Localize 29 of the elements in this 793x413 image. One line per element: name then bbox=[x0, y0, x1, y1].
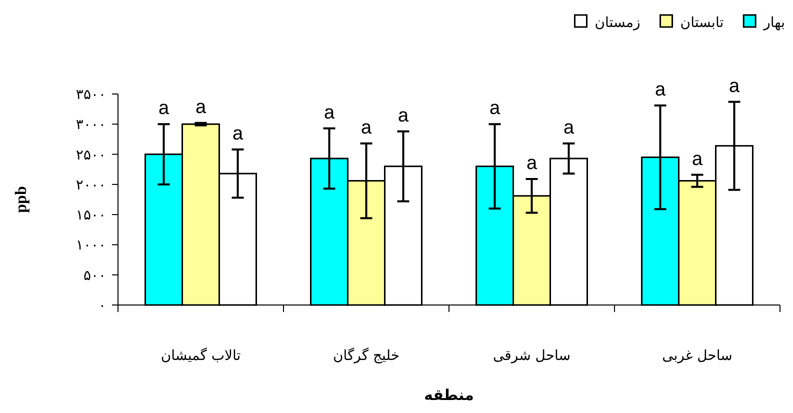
x-tick-label: تالاب گمیشان bbox=[160, 347, 241, 364]
x-axis-title: منطقه bbox=[424, 386, 474, 404]
x-tick-label: خلیج گرگان bbox=[332, 347, 400, 364]
data-label: a bbox=[232, 123, 244, 144]
y-tick-label: ۳۵۰۰ bbox=[76, 87, 106, 103]
data-label: a bbox=[360, 117, 372, 138]
data-label: a bbox=[692, 148, 703, 170]
y-tick-label: ۲۵۰۰ bbox=[76, 147, 106, 164]
y-tick-label: ۲۰۰۰ bbox=[76, 177, 106, 194]
data-label: a bbox=[398, 105, 409, 126]
y-tick-label: ۳۰۰۰ bbox=[76, 117, 106, 134]
data-label: a bbox=[489, 98, 500, 120]
y-tick-label: ۰ bbox=[98, 298, 106, 314]
y-tick-label: ۱۵۰۰ bbox=[76, 208, 106, 224]
data-label: a bbox=[728, 76, 740, 97]
data-label: a bbox=[324, 102, 335, 124]
legend-label: زمستان bbox=[594, 15, 640, 31]
y-axis-title: ppb bbox=[13, 186, 30, 213]
data-label: a bbox=[158, 98, 170, 120]
legend-label: بهار bbox=[762, 15, 785, 31]
x-tick-label: ساحل غربی bbox=[662, 348, 732, 364]
data-label: a bbox=[654, 79, 666, 100]
y-tick-label: ۵۰۰ bbox=[83, 268, 106, 284]
data-label: a bbox=[526, 153, 538, 174]
x-tick-label: ساحل شرقی bbox=[492, 348, 571, 364]
data-label: a bbox=[563, 117, 574, 138]
legend-label: تابستان bbox=[680, 15, 724, 31]
y-tick-label: ۱۰۰۰ bbox=[76, 238, 106, 254]
data-label: a bbox=[195, 96, 206, 118]
